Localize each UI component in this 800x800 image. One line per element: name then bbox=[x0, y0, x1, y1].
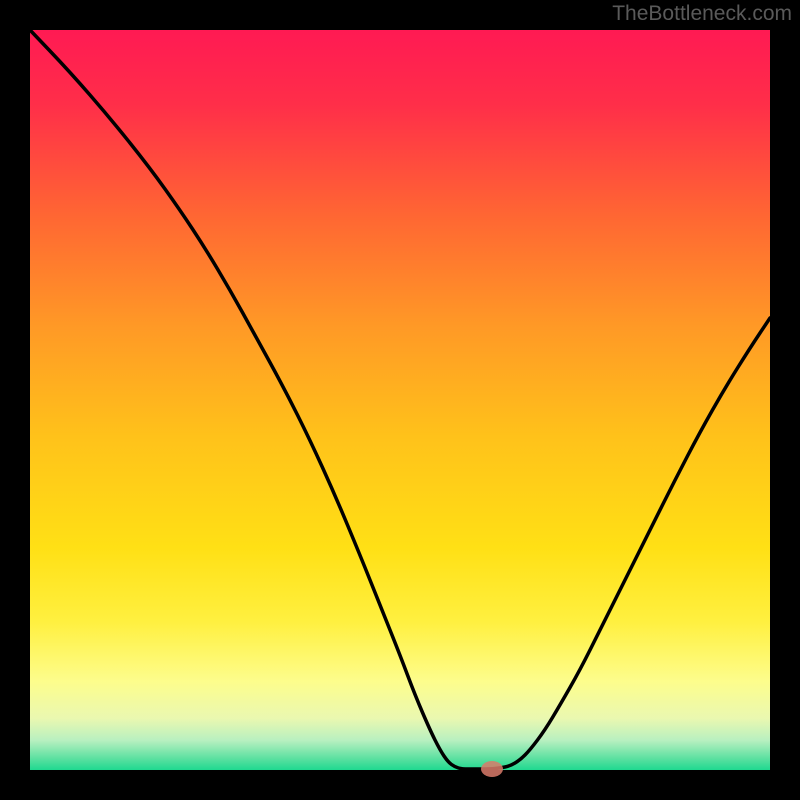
source-watermark: TheBottleneck.com bbox=[612, 2, 792, 26]
chart-svg bbox=[0, 0, 800, 800]
optimal-point-marker bbox=[481, 761, 503, 777]
bottleneck-chart: TheBottleneck.com bbox=[0, 0, 800, 800]
